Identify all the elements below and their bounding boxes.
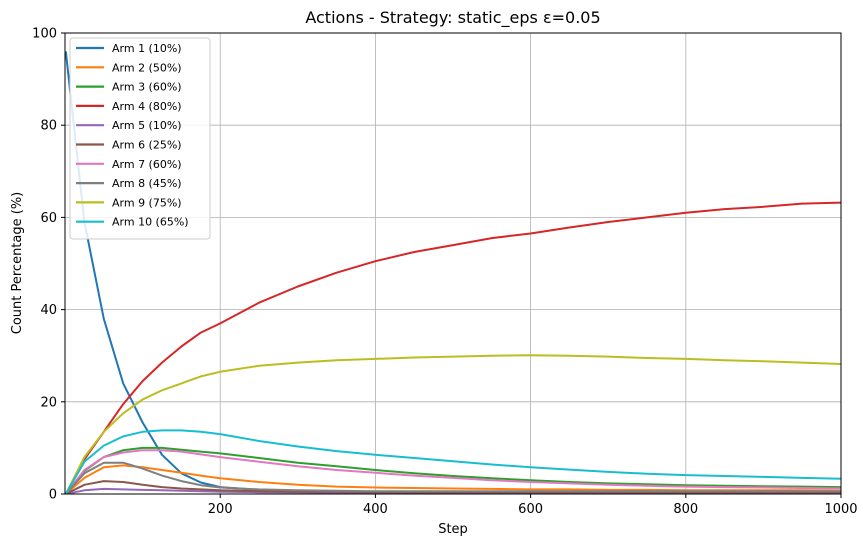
- legend-label: Arm 5 (10%): [112, 119, 182, 132]
- x-tick-label: 400: [363, 502, 388, 517]
- legend-label: Arm 7 (60%): [112, 158, 182, 171]
- y-tick-label: 100: [32, 27, 57, 42]
- plot-frame: [64, 32, 842, 495]
- y-tick-label: 80: [40, 119, 57, 134]
- x-tick-label: 600: [518, 502, 543, 517]
- legend-label: Arm 3 (60%): [112, 81, 182, 94]
- x-tick-label: 800: [673, 502, 698, 517]
- legend-box: [69, 37, 211, 240]
- series-line-arm-10: [65, 429, 841, 494]
- axis-ticks: 200 400 600 800 1000 0 20 40 60 80 100: [32, 27, 857, 518]
- chart-title: Actions - Strategy: static_eps ε=0.05: [305, 8, 600, 28]
- legend-label: Arm 4 (80%): [112, 100, 182, 113]
- legend-label: Arm 10 (65%): [112, 216, 189, 229]
- legend: Arm 1 (10%) Arm 2 (50%) Arm 3 (60%) Arm 4 (…: [69, 37, 211, 240]
- legend-label: Arm 8 (45%): [112, 177, 182, 190]
- y-tick-label: 60: [40, 211, 57, 226]
- series-line-arm-9: [65, 354, 841, 494]
- y-axis-label: Count Percentage (%): [10, 192, 25, 335]
- series-layer: [65, 51, 841, 494]
- series-line-arm-7: [65, 449, 841, 494]
- series-line-arm-4: [65, 201, 841, 494]
- legend-label: Arm 9 (75%): [112, 196, 182, 209]
- x-axis-label: Step: [438, 522, 468, 537]
- y-tick-label: 20: [40, 395, 57, 410]
- series-line-arm-3: [65, 446, 841, 494]
- x-tick-label: 1000: [824, 502, 857, 517]
- series-line-arm-8: [65, 461, 841, 494]
- y-tick-label: 0: [49, 488, 57, 503]
- x-tick-label: 200: [208, 502, 233, 517]
- y-tick-label: 40: [40, 303, 57, 318]
- legend-label: Arm 6 (25%): [112, 139, 182, 152]
- legend-label: Arm 1 (10%): [112, 42, 182, 55]
- legend-label: Arm 2 (50%): [112, 61, 182, 74]
